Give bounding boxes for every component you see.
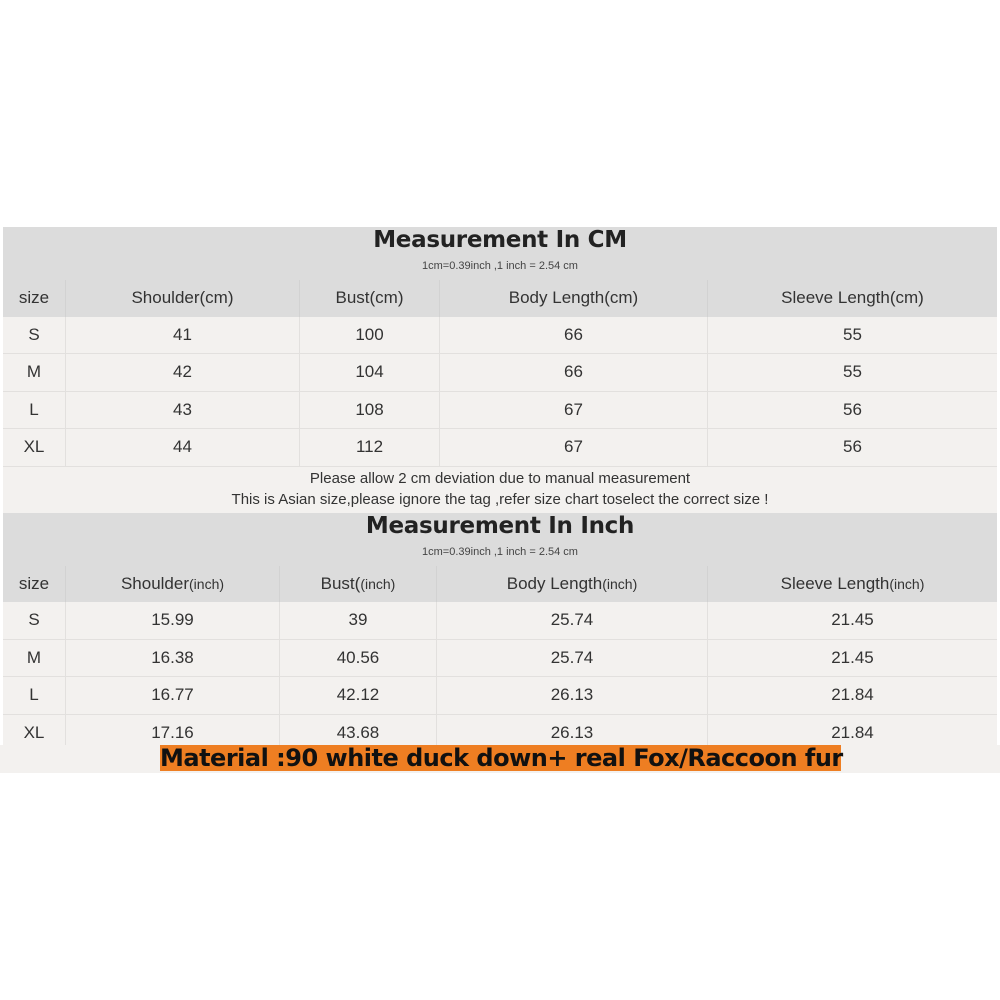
table-cell: M (3, 354, 66, 391)
table-row: S 41 100 66 55 (3, 316, 997, 354)
table-cell: XL (3, 714, 66, 751)
table-cell: XL (3, 429, 66, 466)
table-cell: 26.13 (437, 714, 708, 751)
inch-title: Measurement In Inch (365, 512, 635, 539)
table-cell: 56 (843, 437, 862, 457)
table-cell: 112 (300, 429, 440, 466)
table-cell: 43 (66, 391, 300, 428)
table-cell: 55 (843, 362, 862, 382)
table-row: XL 44 112 67 56 (3, 429, 997, 467)
table-cell: L (3, 677, 66, 714)
table-cell: 44 (66, 429, 300, 466)
note-deviation: Please allow 2 cm deviation due to manua… (309, 469, 691, 487)
note-asian-size: This is Asian size,please ignore the tag… (231, 490, 769, 508)
table-cell: 66 (440, 354, 708, 391)
cm-title-block: Measurement In CM 1cm=0.39inch ,1 inch =… (3, 227, 997, 280)
table-cell: 100 (300, 316, 440, 353)
cm-subtitle: 1cm=0.39inch ,1 inch = 2.54 cm (422, 260, 578, 272)
header-cell: size (3, 280, 66, 317)
table-row: M 16.38 40.56 25.74 21.45 (3, 639, 997, 677)
cm-table: Measurement In CM 1cm=0.39inch ,1 inch =… (3, 227, 997, 467)
header-label: Bust( (320, 573, 361, 593)
table-cell: 17.16 (66, 714, 280, 751)
header-cell: Shoulder(cm) (66, 280, 300, 317)
table-cell: 39 (280, 602, 437, 639)
header-unit: (inch) (189, 575, 225, 592)
table-cell: 26.13 (437, 677, 708, 714)
inch-table: Measurement In Inch 1cm=0.39inch ,1 inch… (3, 512, 997, 752)
header-cell: Bust((inch) (280, 565, 437, 602)
table-cell: 25.74 (437, 639, 708, 676)
table-row: M 42 104 66 55 (3, 354, 997, 392)
header-cell: Body Length(cm) (440, 280, 708, 317)
header-label: size (18, 573, 50, 593)
notes: Please allow 2 cm deviation due to manua… (3, 466, 997, 513)
table-cell: 108 (300, 391, 440, 428)
table-cell: S (3, 316, 66, 353)
table-row: L 16.77 42.12 26.13 21.84 (3, 677, 997, 715)
header-cell: Body Length (inch) (437, 565, 708, 602)
header-cell: Sleeve Length(cm) (781, 288, 924, 308)
header-unit: (inch) (602, 575, 638, 592)
cm-header-row: size Shoulder(cm) Bust(cm) Body Length(c… (3, 280, 997, 317)
table-cell: 66 (440, 316, 708, 353)
table-cell: 56 (843, 399, 862, 419)
size-chart: Measurement In CM 1cm=0.39inch ,1 inch =… (3, 227, 997, 752)
table-cell: 104 (300, 354, 440, 391)
table-cell: 16.77 (66, 677, 280, 714)
material-banner: Material :90 white duck down+ real Fox/R… (0, 745, 1000, 773)
table-row: L 43 108 67 56 (3, 391, 997, 429)
table-cell: 55 (843, 324, 862, 344)
table-cell: 21.84 (831, 685, 874, 705)
table-cell: 40.56 (280, 639, 437, 676)
table-cell: 43.68 (280, 714, 437, 751)
header-cell: Bust(cm) (300, 280, 440, 317)
inch-title-block: Measurement In Inch 1cm=0.39inch ,1 inch… (3, 512, 997, 566)
cm-title: Measurement In CM (373, 227, 627, 253)
table-cell: S (3, 602, 66, 639)
table-row: S 15.99 39 25.74 21.45 (3, 602, 997, 640)
header-label: Body Length (506, 573, 603, 593)
table-cell: 16.38 (66, 639, 280, 676)
header-unit: (inch) (360, 575, 396, 592)
table-cell: L (3, 391, 66, 428)
table-cell: M (3, 639, 66, 676)
table-cell: 21.45 (831, 610, 874, 630)
table-cell: 67 (440, 391, 708, 428)
table-cell: 42 (66, 354, 300, 391)
table-cell: 21.45 (831, 647, 874, 667)
header-cell: size (3, 565, 66, 602)
header-unit: (inch) (889, 575, 925, 592)
material-text: Material :90 white duck down+ real Fox/R… (160, 744, 843, 772)
inch-subtitle: 1cm=0.39inch ,1 inch = 2.54 cm (422, 545, 578, 558)
table-cell: 21.84 (831, 722, 874, 742)
table-cell: 15.99 (66, 602, 280, 639)
header-cell: Shoulder (inch) (66, 565, 280, 602)
table-cell: 42.12 (280, 677, 437, 714)
inch-header-row: size Shoulder (inch) Bust((inch) Body Len… (3, 565, 997, 603)
header-label: Shoulder (120, 573, 190, 593)
header-label: Sleeve Length (780, 573, 890, 593)
header-cell: Sleeve Length (inch) (708, 566, 997, 603)
table-cell: 41 (66, 316, 300, 353)
table-cell: 25.74 (437, 602, 708, 639)
table-cell: 67 (440, 429, 708, 466)
